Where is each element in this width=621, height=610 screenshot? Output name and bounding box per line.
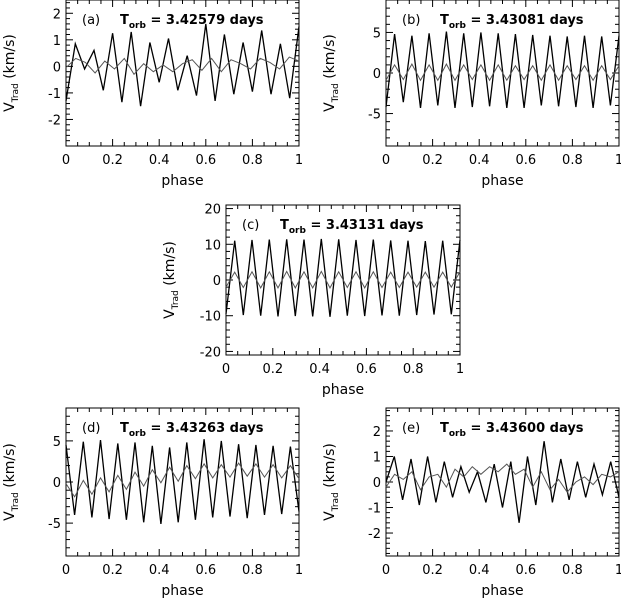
- x-tick-label: 0: [222, 362, 230, 377]
- x-tick-label: 1: [295, 563, 303, 578]
- x-tick-label: 0.2: [102, 153, 123, 168]
- x-tick-label: 0: [382, 153, 390, 168]
- x-tick-label: 0: [62, 563, 70, 578]
- x-tick-label: 0.6: [195, 563, 216, 578]
- panel-title: Torb = 3.43600 days: [440, 421, 584, 439]
- x-tick-label: 0.4: [469, 153, 490, 168]
- x-axis-label: phase: [481, 173, 523, 189]
- y-tick-label: 1: [53, 34, 61, 49]
- x-tick-label: 0.4: [149, 153, 170, 168]
- x-tick-label: 0.4: [309, 362, 330, 377]
- y-tick-label: 0: [373, 476, 381, 491]
- x-tick-label: 0.4: [469, 563, 490, 578]
- y-tick-label: 20: [204, 203, 221, 218]
- y-tick-label: -5: [48, 517, 61, 532]
- y-tick-label: -1: [368, 502, 381, 517]
- y-tick-label: 0: [53, 60, 61, 75]
- y-tick-label: 1: [373, 450, 381, 465]
- y-axis-label: VTrad (km/s): [2, 34, 21, 112]
- panel-a: 0 0.2 0.4 0.6 0.8 1 -2 -1 0 1 2 phase VTrad (km/s) (a…: [2, 0, 303, 189]
- series-primary-line: [65, 23, 300, 107]
- series-primary-line: [385, 441, 620, 523]
- series-primary-line: [225, 238, 461, 317]
- series-primary-line: [65, 439, 300, 524]
- y-tick-label: 5: [53, 435, 61, 450]
- panel-title: Torb = 3.43131 days: [280, 218, 424, 236]
- panel-title: Torb = 3.42579 days: [120, 13, 264, 31]
- x-tick-label: 1: [456, 362, 464, 377]
- y-tick-label: 2: [373, 425, 381, 440]
- x-axis-label: phase: [481, 583, 523, 599]
- panel-label: (c): [242, 218, 259, 233]
- series-secondary-line: [65, 462, 300, 498]
- x-tick-label: 0.6: [515, 153, 536, 168]
- y-axis-label: VTrad (km/s): [322, 443, 341, 521]
- x-tick-label: 0.2: [262, 362, 283, 377]
- series-secondary-line: [385, 63, 620, 82]
- panel-label: (b): [402, 13, 420, 28]
- panel-c: 0 0.2 0.4 0.6 0.8 1 -20 -10 0 10 20 phase VTrad (km/…: [162, 203, 464, 398]
- series-primary-line: [385, 31, 620, 108]
- x-tick-label: 0.4: [149, 563, 170, 578]
- panel-label: (d): [82, 421, 100, 436]
- y-tick-label: -20: [200, 345, 221, 360]
- panel-title: Torb = 3.43081 days: [440, 13, 584, 31]
- x-tick-label: 1: [615, 153, 621, 168]
- y-tick-label: -5: [368, 108, 381, 123]
- series-secondary-line: [65, 56, 300, 76]
- panel-label: (e): [402, 421, 420, 436]
- x-tick-label: 0: [382, 563, 390, 578]
- x-axis-label: phase: [161, 173, 203, 189]
- x-tick-label: 1: [615, 563, 621, 578]
- y-tick-label: 0: [53, 476, 61, 491]
- x-tick-label: 0: [62, 153, 70, 168]
- y-tick-label: -2: [368, 527, 381, 542]
- y-tick-label: -1: [48, 87, 61, 102]
- x-tick-label: 0.8: [562, 153, 583, 168]
- panel-label: (a): [82, 13, 100, 28]
- y-tick-label: 2: [53, 7, 61, 22]
- series-secondary-line: [225, 270, 461, 289]
- y-axis-label: VTrad (km/s): [322, 34, 341, 112]
- y-axis-label: VTrad (km/s): [162, 241, 181, 319]
- x-tick-label: 0.8: [562, 563, 583, 578]
- panel-e: 0 0.2 0.4 0.6 0.8 1 -2 -1 0 1 2 phase VTrad (km/s) (e…: [322, 407, 621, 599]
- x-axis-label: phase: [161, 583, 203, 599]
- x-tick-label: 0.6: [515, 563, 536, 578]
- y-tick-label: 0: [373, 67, 381, 82]
- x-tick-label: 0.6: [195, 153, 216, 168]
- x-tick-label: 0.2: [422, 153, 443, 168]
- x-tick-label: 0.8: [242, 563, 263, 578]
- series-secondary-line: [385, 463, 620, 494]
- y-tick-label: -10: [200, 310, 221, 325]
- x-tick-label: 0.8: [242, 153, 263, 168]
- y-axis-label: VTrad (km/s): [2, 443, 21, 521]
- y-tick-label: 10: [204, 238, 221, 253]
- panel-title: Torb = 3.43263 days: [120, 421, 264, 439]
- x-tick-label: 0.2: [422, 563, 443, 578]
- panel-d: 0 0.2 0.4 0.6 0.8 1 -5 0 5 phase VTrad (km/s) (d) To…: [2, 407, 303, 599]
- x-tick-label: 0.6: [356, 362, 377, 377]
- x-tick-label: 0.8: [403, 362, 424, 377]
- x-tick-label: 0.2: [102, 563, 123, 578]
- y-tick-label: 5: [373, 26, 381, 41]
- x-axis-label: phase: [322, 382, 364, 398]
- y-tick-label: 0: [213, 274, 221, 289]
- x-tick-label: 1: [295, 153, 303, 168]
- y-tick-label: -2: [48, 113, 61, 128]
- panel-b: 0 0.2 0.4 0.6 0.8 1 -5 0 5 phase VTrad (km/s) (b) To…: [322, 0, 621, 189]
